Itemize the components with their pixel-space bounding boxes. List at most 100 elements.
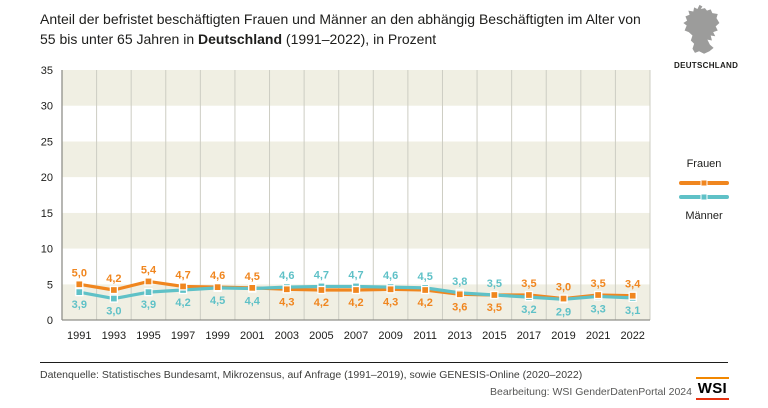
value-label-frauen: 4,2 [418, 297, 433, 309]
value-label-maenner: 3,9 [72, 299, 87, 311]
legend-marker-maenner [700, 193, 708, 201]
plot-band [62, 105, 650, 142]
x-axis-tick-label: 2001 [240, 330, 264, 342]
x-axis-tick-label: 2015 [482, 330, 506, 342]
plot-band [62, 248, 650, 285]
x-axis-tick-label: 1991 [67, 330, 91, 342]
data-point-marker-maenner [144, 287, 153, 297]
data-point-marker-frauen [593, 290, 603, 300]
data-point-marker-frauen [317, 285, 326, 295]
value-label-maenner: 3,9 [141, 299, 156, 311]
x-axis-tick-label: 2022 [620, 330, 644, 342]
value-label-maenner: 2,9 [556, 306, 571, 318]
data-point-marker-frauen [144, 277, 153, 286]
data-point-marker-frauen [282, 285, 291, 294]
value-label-maenner: 3,0 [106, 306, 121, 318]
title-text-bold: Deutschland [198, 31, 283, 47]
credit-note: Bearbeitung: WSI GenderDatenPortal 2024 [490, 386, 692, 398]
legend-label-maenner: Männer [685, 210, 723, 222]
title-text-start: Anteil der befristet beschäftigten Fraue… [40, 11, 641, 47]
legend-sample-frauen [679, 179, 729, 187]
value-label-frauen: 4,3 [383, 296, 398, 308]
value-label-maenner: 3,5 [487, 278, 502, 290]
x-axis-tick-label: 1999 [205, 330, 229, 342]
y-axis-tick-label: 0 [47, 315, 53, 327]
value-label-maenner: 4,6 [383, 270, 398, 282]
legend-sample-maenner [679, 193, 729, 201]
value-label-frauen: 3,5 [487, 302, 502, 314]
plot-band [62, 212, 650, 249]
x-axis-tick-label: 2005 [309, 330, 333, 342]
value-label-frauen: 4,7 [175, 269, 190, 281]
wsi-logo: WSI [695, 377, 729, 400]
value-label-maenner: 3,2 [521, 304, 536, 316]
value-label-frauen: 5,0 [72, 267, 87, 279]
chart-legend: Frauen Männer [679, 157, 729, 223]
x-axis-tick-label: 2009 [378, 330, 402, 342]
data-point-marker-frauen [490, 290, 499, 300]
value-label-frauen: 4,2 [348, 297, 363, 309]
plot-band [62, 70, 650, 106]
x-axis-tick-label: 2011 [413, 330, 437, 342]
germany-map-icon [683, 4, 720, 54]
value-label-frauen: 3,0 [556, 282, 571, 294]
value-label-frauen: 4,6 [210, 270, 225, 282]
value-label-maenner: 3,1 [625, 305, 640, 317]
data-point-marker-frauen [351, 285, 361, 295]
x-axis-tick-label: 1993 [102, 330, 126, 342]
data-point-marker-frauen [524, 290, 534, 300]
value-label-frauen: 4,2 [314, 297, 329, 309]
data-point-marker-frauen [386, 285, 395, 294]
y-axis-tick-label: 5 [47, 279, 53, 291]
value-label-maenner: 4,6 [279, 270, 294, 282]
value-label-frauen: 5,4 [141, 264, 157, 276]
value-label-maenner: 3,3 [590, 303, 605, 315]
y-axis-tick-label: 10 [41, 244, 53, 256]
y-axis-tick-label: 35 [41, 65, 53, 77]
y-axis-tick-label: 20 [41, 172, 53, 184]
value-label-frauen: 3,6 [452, 301, 467, 313]
data-point-marker-frauen [248, 283, 257, 293]
x-axis-tick-label: 2021 [586, 330, 610, 342]
value-label-frauen: 3,5 [590, 278, 605, 290]
value-label-frauen: 4,2 [106, 273, 121, 285]
data-point-marker-frauen [455, 290, 464, 299]
plot-band [62, 177, 650, 213]
value-label-maenner: 3,8 [452, 276, 467, 288]
x-axis-tick-label: 2007 [344, 330, 368, 342]
legend-label-frauen: Frauen [686, 158, 722, 170]
value-label-maenner: 4,5 [210, 295, 225, 307]
value-label-maenner: 4,7 [314, 269, 329, 281]
data-point-marker-frauen [628, 291, 637, 300]
data-point-marker-frauen [421, 285, 430, 295]
data-point-marker-frauen [75, 280, 84, 289]
footer-divider [40, 362, 728, 363]
value-label-maenner: 4,2 [175, 297, 190, 309]
value-label-frauen: 4,5 [245, 271, 260, 283]
x-axis-tick-label: 2019 [551, 330, 575, 342]
x-axis-tick-label: 2013 [448, 330, 472, 342]
line-chart: 0 5 10 15 20 25 30 35 1991 1993 1995 1997 1999 2001 20… [41, 65, 651, 342]
data-point-marker-frauen [109, 285, 119, 295]
data-point-marker-frauen [559, 294, 568, 303]
x-axis-tick-label: 2017 [517, 330, 541, 342]
region-label: DEUTSCHLAND [674, 61, 739, 70]
x-axis-tick-label: 1995 [136, 330, 160, 342]
y-axis-tick-label: 30 [41, 101, 53, 113]
value-label-frauen: 4,3 [279, 296, 294, 308]
data-point-marker-maenner [75, 287, 84, 297]
x-axis-tick-label: 1997 [171, 330, 195, 342]
data-point-marker-frauen [213, 282, 222, 292]
value-label-maenner: 4,7 [348, 269, 363, 281]
data-point-marker-maenner [109, 294, 119, 303]
data-point-marker-frauen [178, 282, 188, 291]
value-label-frauen: 3,5 [521, 278, 536, 290]
plot-band [62, 141, 650, 178]
value-label-maenner: 4,4 [245, 296, 261, 308]
y-axis-tick-label: 15 [41, 208, 53, 220]
x-axis-tick-label: 2003 [275, 330, 299, 342]
value-label-frauen: 3,4 [625, 279, 641, 291]
title-text-end: (1991–2022), in Prozent [282, 31, 437, 47]
page-title: Anteil der befristet beschäftigten Fraue… [40, 9, 665, 49]
